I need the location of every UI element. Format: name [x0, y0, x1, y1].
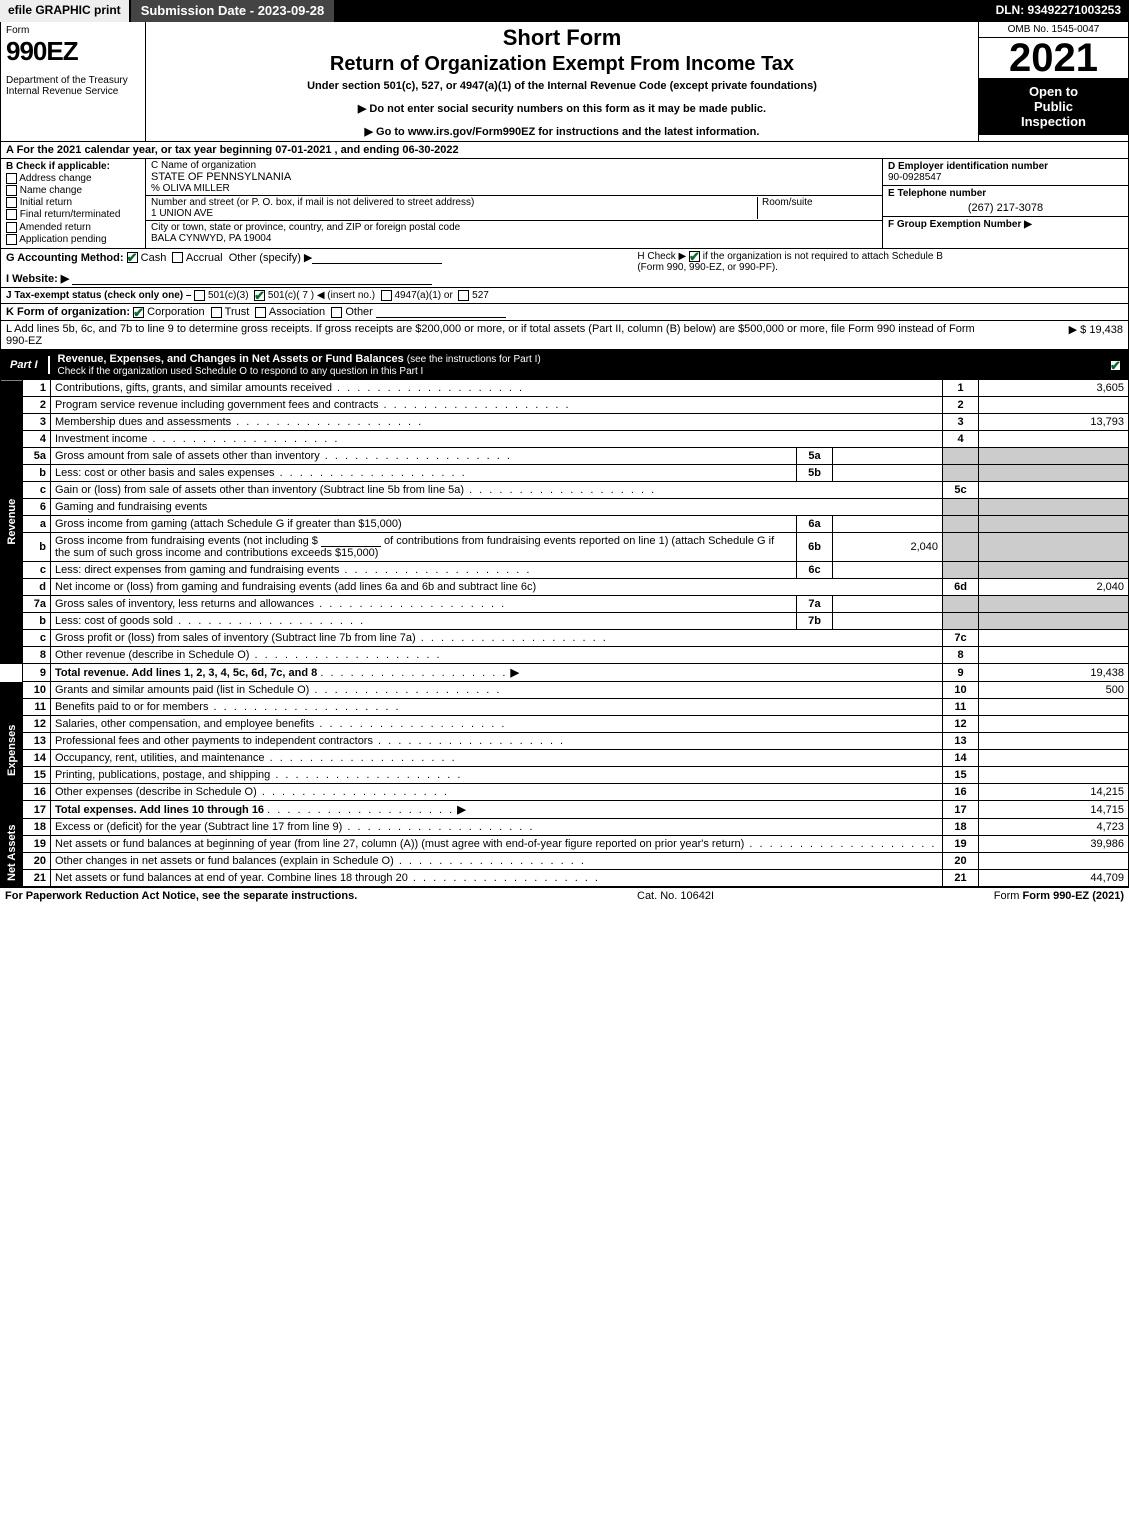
open-to-public: Open to Public Inspection	[979, 78, 1128, 135]
line-3-value: 13,793	[979, 414, 1129, 431]
short-form-title: Short Form	[152, 25, 972, 51]
name-change-checkbox[interactable]	[6, 185, 17, 196]
final-return-checkbox[interactable]	[6, 209, 17, 220]
ein-label: D Employer identification number	[888, 161, 1048, 172]
row-k: K Form of organization: Corporation Trus…	[0, 304, 1129, 321]
row-j: J Tax-exempt status (check only one) – 5…	[0, 288, 1129, 304]
net-assets-side-label: Net Assets	[1, 819, 23, 887]
amended-return-checkbox[interactable]	[6, 222, 17, 233]
room-suite-label: Room/suite	[757, 197, 877, 219]
ein-value: 90-0928547	[888, 172, 941, 183]
corporation-checkbox[interactable]	[133, 307, 144, 318]
expenses-side-label: Expenses	[1, 682, 23, 819]
cash-checkbox[interactable]	[127, 252, 138, 263]
col-b-checkboxes: B Check if applicable: Address change Na…	[1, 159, 146, 248]
phone-value: (267) 217-3078	[888, 199, 1123, 214]
line-19-value: 39,986	[979, 836, 1129, 853]
dln: DLN: 93492271003253	[988, 0, 1129, 22]
association-checkbox[interactable]	[255, 307, 266, 318]
schedule-o-checkbox[interactable]	[1110, 360, 1121, 371]
goto-link[interactable]: ▶ Go to www.irs.gov/Form990EZ for instru…	[152, 125, 972, 138]
bcdef-block: B Check if applicable: Address change Na…	[0, 159, 1129, 249]
gross-receipts-value: ▶ $ 19,438	[993, 323, 1123, 347]
row-a-tax-year: A For the 2021 calendar year, or tax yea…	[0, 142, 1129, 159]
top-bar: efile GRAPHIC print Submission Date - 20…	[0, 0, 1129, 22]
page-footer: For Paperwork Reduction Act Notice, see …	[0, 887, 1129, 904]
name-label: C Name of organization	[151, 160, 256, 171]
group-exemption-label: F Group Exemption Number ▶	[888, 219, 1032, 230]
4947-checkbox[interactable]	[381, 290, 392, 301]
line-6b-value: 2,040	[833, 533, 943, 562]
row-l: L Add lines 5b, 6c, and 7b to line 9 to …	[0, 321, 1129, 350]
street-address: 1 UNION AVE	[151, 208, 213, 219]
527-checkbox[interactable]	[458, 290, 469, 301]
form-header: Form 990EZ Department of the Treasury In…	[0, 22, 1129, 142]
line-17-value: 14,715	[979, 801, 1129, 819]
line-18-value: 4,723	[979, 819, 1129, 836]
city-state-zip: BALA CYNWYD, PA 19004	[151, 233, 271, 244]
other-org-checkbox[interactable]	[331, 307, 342, 318]
org-name: STATE OF PENNSYLNANIA	[151, 171, 291, 183]
part-1-table: Revenue 1Contributions, gifts, grants, a…	[0, 380, 1129, 887]
schedule-b-checkbox[interactable]	[689, 251, 700, 262]
addr-label: Number and street (or P. O. box, if mail…	[151, 197, 474, 208]
return-title: Return of Organization Exempt From Incom…	[152, 53, 972, 76]
501c-checkbox[interactable]	[254, 290, 265, 301]
trust-checkbox[interactable]	[211, 307, 222, 318]
initial-return-checkbox[interactable]	[6, 197, 17, 208]
form-word: Form	[6, 25, 140, 36]
line-2-value	[979, 397, 1129, 414]
part-1-header: Part I Revenue, Expenses, and Changes in…	[0, 350, 1129, 380]
line-10-value: 500	[979, 682, 1129, 699]
line-9-value: 19,438	[979, 664, 1129, 682]
accrual-checkbox[interactable]	[172, 252, 183, 263]
501c3-checkbox[interactable]	[194, 290, 205, 301]
row-g-h: G Accounting Method: Cash Accrual Other …	[0, 249, 1129, 288]
form-number: 990EZ	[6, 36, 140, 67]
line-6d-value: 2,040	[979, 579, 1129, 596]
tax-year: 2021	[979, 38, 1128, 78]
phone-label: E Telephone number	[888, 188, 986, 199]
ssn-warning: ▶ Do not enter social security numbers o…	[152, 102, 972, 115]
submission-date: Submission Date - 2023-09-28	[131, 0, 335, 22]
in-care-of: % OLIVA MILLER	[151, 183, 230, 194]
website-field[interactable]	[72, 273, 432, 285]
application-pending-checkbox[interactable]	[6, 234, 17, 245]
dept-treasury: Department of the Treasury Internal Reve…	[6, 75, 140, 97]
line-16-value: 14,215	[979, 784, 1129, 801]
under-section: Under section 501(c), 527, or 4947(a)(1)…	[152, 80, 972, 92]
efile-print-button[interactable]: efile GRAPHIC print	[0, 0, 131, 22]
line-1-value: 3,605	[979, 380, 1129, 397]
city-label: City or town, state or province, country…	[151, 222, 460, 233]
revenue-side-label: Revenue	[1, 380, 23, 664]
address-change-checkbox[interactable]	[6, 173, 17, 184]
line-21-value: 44,709	[979, 870, 1129, 887]
